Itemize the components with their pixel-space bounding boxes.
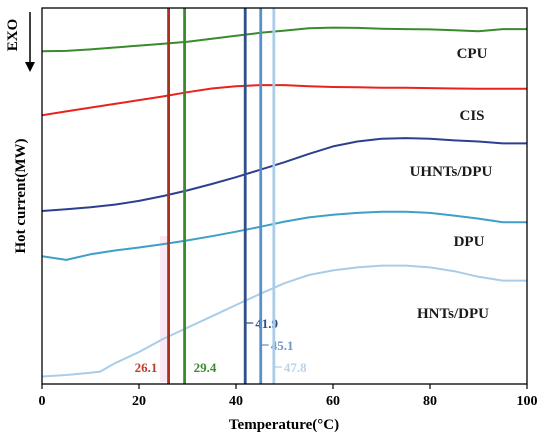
series-layer <box>42 26 527 378</box>
x-tick-label-40: 40 <box>229 394 243 409</box>
label-layer: CPU CIS UHNTs/DPU DPU HNTs/DPU <box>410 46 493 322</box>
exo-label: EXO <box>5 19 21 52</box>
highlight-band <box>160 236 168 382</box>
x-tick-label-0: 0 <box>39 394 46 409</box>
series-label-dpu: DPU <box>454 234 485 250</box>
series-label-hnts-dpu: HNTs/DPU <box>417 306 489 322</box>
x-tick-label-80: 80 <box>423 394 437 409</box>
series-line-cis <box>42 84 527 117</box>
series-label-uhnts-dpu: UHNTs/DPU <box>410 164 493 180</box>
x-tick-label-100: 100 <box>517 394 538 409</box>
y-axis-title: Hot current(MW) <box>13 138 29 253</box>
plot-frame <box>41 7 528 385</box>
x-tick-label-20: 20 <box>132 394 146 409</box>
marker-label-26-1: 26.1 <box>135 360 158 375</box>
series-label-cpu: CPU <box>457 46 488 62</box>
marker-label-47-8: 47.8 <box>284 360 307 375</box>
series-label-cis: CIS <box>459 108 484 124</box>
x-axis-ticks: 0 20 40 60 80 100 <box>39 384 538 409</box>
x-axis-title: Temperature(°C) <box>229 417 339 433</box>
series-line-uhnts-dpu <box>42 137 527 212</box>
x-tick-label-60: 60 <box>326 394 340 409</box>
series-line-hnts-dpu <box>42 264 527 378</box>
series-line-dpu <box>42 210 527 261</box>
marker-label-45-1: 45.1 <box>271 338 294 353</box>
marker-label-29-4: 29.4 <box>194 360 217 375</box>
series-line-cpu <box>42 26 527 53</box>
marker-layer: 26.1 29.441.945.147.8 <box>135 8 307 384</box>
exo-arrow-icon <box>25 12 35 72</box>
